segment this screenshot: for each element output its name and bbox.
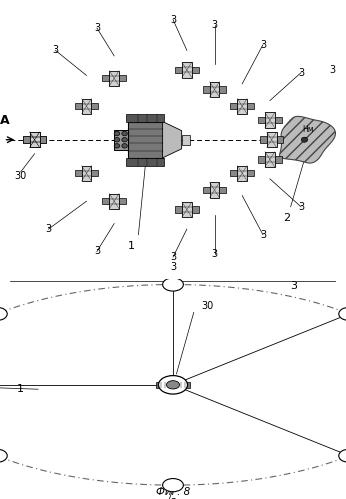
Bar: [126, 114, 164, 122]
Bar: [126, 158, 164, 166]
Bar: [75, 170, 82, 177]
Text: Нм: Нм: [302, 125, 314, 134]
Bar: [219, 86, 226, 93]
Bar: [275, 117, 282, 123]
Bar: [203, 187, 210, 193]
Bar: [182, 202, 192, 217]
Bar: [91, 103, 98, 109]
Bar: [237, 166, 247, 181]
Text: 3: 3: [45, 224, 52, 234]
Circle shape: [114, 144, 120, 148]
Bar: [258, 117, 265, 123]
Bar: [265, 112, 275, 128]
Bar: [119, 75, 126, 81]
Bar: [203, 86, 210, 93]
Bar: [247, 170, 254, 177]
Bar: [267, 132, 276, 147]
Bar: [30, 132, 39, 147]
Circle shape: [301, 137, 308, 142]
Bar: [275, 156, 282, 163]
Circle shape: [0, 307, 7, 320]
Bar: [156, 382, 170, 388]
Bar: [102, 75, 109, 81]
Bar: [102, 198, 109, 205]
Bar: [109, 194, 119, 209]
Text: 3: 3: [291, 280, 298, 291]
Text: Фиг. 8: Фиг. 8: [156, 488, 190, 498]
Bar: [247, 103, 254, 109]
Bar: [39, 137, 46, 143]
Bar: [219, 187, 226, 193]
Bar: [230, 103, 237, 109]
Bar: [192, 67, 199, 73]
Bar: [276, 137, 283, 143]
Text: 3: 3: [94, 23, 100, 33]
Text: A: A: [168, 279, 178, 292]
Polygon shape: [280, 116, 336, 163]
Bar: [82, 98, 91, 114]
Text: 2: 2: [284, 213, 291, 223]
Text: 3: 3: [260, 40, 266, 50]
Bar: [128, 122, 163, 158]
Text: 3: 3: [329, 65, 335, 75]
Circle shape: [114, 138, 120, 142]
Circle shape: [163, 479, 183, 492]
Bar: [210, 182, 219, 198]
Bar: [175, 67, 182, 73]
Circle shape: [339, 449, 346, 463]
Bar: [176, 382, 190, 388]
Text: 3: 3: [298, 68, 304, 78]
Circle shape: [166, 381, 180, 389]
Bar: [30, 132, 39, 147]
Text: 3: 3: [52, 45, 58, 55]
Circle shape: [163, 278, 183, 291]
Bar: [91, 170, 98, 177]
Bar: [175, 207, 182, 213]
Bar: [82, 166, 91, 181]
Circle shape: [114, 131, 120, 136]
Text: 3: 3: [260, 230, 266, 240]
Bar: [182, 62, 192, 77]
Text: 3: 3: [170, 252, 176, 262]
Text: 30: 30: [201, 301, 214, 311]
Bar: [114, 130, 137, 150]
Bar: [182, 135, 190, 145]
Bar: [192, 207, 199, 213]
Bar: [210, 82, 219, 97]
Bar: [230, 170, 237, 177]
Bar: [23, 137, 30, 143]
Circle shape: [122, 138, 127, 142]
Text: 3: 3: [170, 498, 176, 499]
Polygon shape: [163, 122, 182, 158]
Bar: [265, 152, 275, 167]
Text: A: A: [0, 114, 10, 127]
Text: 1: 1: [17, 384, 24, 394]
Text: 3: 3: [170, 14, 176, 24]
Bar: [39, 137, 46, 143]
Bar: [109, 70, 119, 86]
Circle shape: [122, 144, 127, 148]
Circle shape: [339, 307, 346, 320]
Text: 1: 1: [128, 241, 135, 251]
Bar: [260, 137, 267, 143]
Bar: [75, 103, 82, 109]
Circle shape: [122, 131, 127, 136]
Bar: [258, 156, 265, 163]
Text: 3: 3: [298, 202, 304, 212]
Circle shape: [158, 376, 188, 394]
Text: 3: 3: [211, 250, 218, 259]
Circle shape: [0, 449, 7, 463]
Text: 30: 30: [15, 171, 27, 181]
Bar: [237, 98, 247, 114]
Text: 3: 3: [94, 247, 100, 256]
Bar: [119, 198, 126, 205]
Text: 3: 3: [211, 20, 218, 30]
Bar: [23, 137, 30, 143]
Text: 3: 3: [170, 262, 176, 272]
